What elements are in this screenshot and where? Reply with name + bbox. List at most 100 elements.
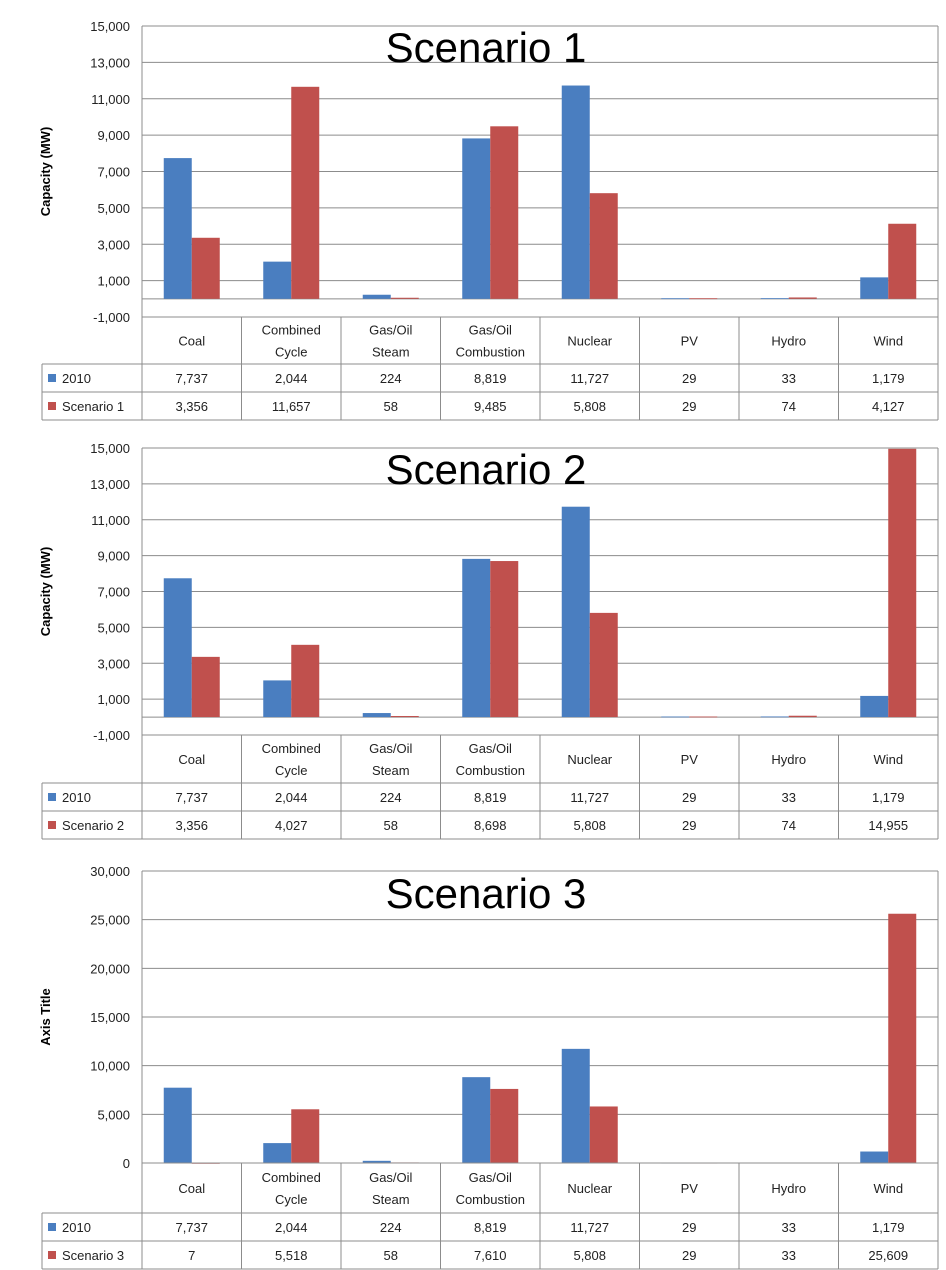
table-cell-value: 224 — [380, 1220, 402, 1235]
table-cell-value: 33 — [782, 790, 796, 805]
table-cell-value: 2,044 — [275, 1220, 308, 1235]
bar-scenario-7 — [888, 448, 917, 718]
bar-2010-0 — [163, 578, 192, 718]
category-label: Gas/Oil — [469, 323, 512, 338]
table-cell-value: 5,518 — [275, 1248, 308, 1263]
table-cell-value: 3,356 — [175, 818, 208, 833]
category-label: Hydro — [771, 752, 806, 767]
bar-scenario-3 — [490, 1088, 519, 1163]
category-label: Nuclear — [567, 334, 612, 349]
category-label: Wind — [873, 334, 903, 349]
category-label: Combustion — [456, 763, 525, 778]
y-tick-label: 5,000 — [97, 1107, 130, 1122]
table-cell-value: 1,179 — [872, 1220, 905, 1235]
bar-scenario-7 — [888, 913, 917, 1163]
y-tick-label: 7,000 — [97, 585, 130, 600]
table-cell-value: 224 — [380, 790, 402, 805]
table-cell-value: 2,044 — [275, 371, 308, 386]
table-cell-value: 74 — [782, 399, 796, 414]
table-cell-value: 25,609 — [868, 1248, 908, 1263]
table-cell-value: 58 — [384, 818, 398, 833]
y-tick-label: 13,000 — [90, 55, 130, 70]
table-cell-value: 7,737 — [175, 790, 208, 805]
table-cell-value: 11,727 — [570, 790, 609, 805]
y-tick-label: 9,000 — [97, 549, 130, 564]
bar-scenario-3 — [490, 126, 519, 299]
table-cell-value: 11,727 — [570, 1220, 609, 1235]
category-label: Combined — [262, 741, 321, 756]
y-tick-label: 20,000 — [90, 961, 130, 976]
bar-2010-4 — [561, 85, 590, 299]
y-axis-title: Capacity (MW) — [38, 127, 53, 217]
y-tick-label: 13,000 — [90, 477, 130, 492]
y-tick-label: 3,000 — [97, 656, 130, 671]
bar-2010-3 — [462, 558, 491, 718]
table-cell-value: 29 — [682, 790, 696, 805]
table-cell-value: 3,356 — [175, 399, 208, 414]
bar-scenario-1 — [291, 644, 320, 718]
y-axis-title: Capacity (MW) — [38, 547, 53, 637]
chart-panel-scenario-3: 0 5,000 10,000 15,000 20,000 25,000 30,000 Coal… — [0, 848, 946, 1270]
y-axis-title: Axis Title — [38, 988, 53, 1046]
y-tick-label: 11,000 — [91, 513, 130, 528]
bar-2010-1 — [263, 1143, 292, 1163]
chart-svg-scenario-2: -1,000 1,000 3,000 5,000 7,000 9,000 11,000 13,… — [38, 441, 939, 840]
table-cell-value: 14,955 — [868, 818, 908, 833]
chart-panel-scenario-2: -1,000 1,000 3,000 5,000 7,000 9,000 11,000 13,… — [0, 428, 946, 848]
table-cell-value: 9,485 — [474, 399, 507, 414]
category-label: Coal — [178, 752, 205, 767]
y-tick-label: 25,000 — [90, 913, 130, 928]
bar-scenario-1 — [291, 86, 320, 299]
category-label: PV — [681, 334, 699, 349]
table-cell-value: 7,737 — [175, 371, 208, 386]
bar-scenario-4 — [589, 1106, 618, 1163]
bar-2010-0 — [163, 1087, 192, 1163]
table-cell-value: 33 — [782, 1248, 796, 1263]
legend-key-2010 — [48, 1223, 56, 1231]
bar-2010-6 — [760, 716, 789, 718]
bar-scenario-2 — [390, 716, 419, 718]
bar-2010-4 — [561, 1048, 590, 1163]
table-cell-value: 8,819 — [474, 1220, 507, 1235]
category-label: Combined — [262, 1170, 321, 1185]
bar-2010-2 — [362, 294, 391, 299]
legend-key-scenario — [48, 821, 56, 829]
bar-scenario-0 — [191, 237, 220, 299]
table-cell-value: 7,610 — [474, 1248, 507, 1263]
category-label: Wind — [873, 1181, 903, 1196]
chart-svg-scenario-3: 0 5,000 10,000 15,000 20,000 25,000 30,000 Coal… — [38, 864, 939, 1270]
y-tick-label: 11,000 — [91, 92, 130, 107]
legend-label: Scenario 3 — [62, 1248, 124, 1263]
category-label: Steam — [372, 345, 410, 360]
bar-2010-2 — [362, 1160, 391, 1163]
y-tick-label: 1,000 — [97, 274, 130, 289]
legend-label: Scenario 2 — [62, 818, 124, 833]
bar-scenario-6 — [788, 297, 817, 299]
y-tick-label: 7,000 — [97, 165, 130, 180]
bar-2010-4 — [561, 506, 590, 718]
bar-2010-1 — [263, 261, 292, 299]
legend-label: Scenario 1 — [62, 399, 124, 414]
table-cell-value: 8,819 — [474, 790, 507, 805]
chart-title: Scenario 3 — [386, 870, 587, 917]
y-tick-label: 0 — [123, 1156, 130, 1171]
category-label: Gas/Oil — [369, 1170, 412, 1185]
y-tick-label: 15,000 — [90, 1010, 130, 1025]
table-cell-value: 2,044 — [275, 790, 308, 805]
category-label: Coal — [178, 334, 205, 349]
table-cell-value: 33 — [782, 1220, 796, 1235]
category-label: Gas/Oil — [469, 1170, 512, 1185]
bar-2010-2 — [362, 713, 391, 718]
table-cell-value: 11,657 — [272, 399, 311, 414]
bar-scenario-4 — [589, 612, 618, 718]
category-label: Combustion — [456, 1192, 525, 1207]
legend-key-scenario — [48, 1251, 56, 1259]
bar-scenario-5 — [689, 298, 718, 300]
category-label: Cycle — [275, 345, 308, 360]
table-cell-value: 8,819 — [474, 371, 507, 386]
y-tick-label: 5,000 — [97, 620, 130, 635]
y-tick-label: 15,000 — [90, 441, 130, 456]
table-cell-value: 5,808 — [573, 818, 606, 833]
chart-title: Scenario 2 — [386, 446, 587, 493]
table-cell-value: 7 — [188, 1248, 195, 1263]
